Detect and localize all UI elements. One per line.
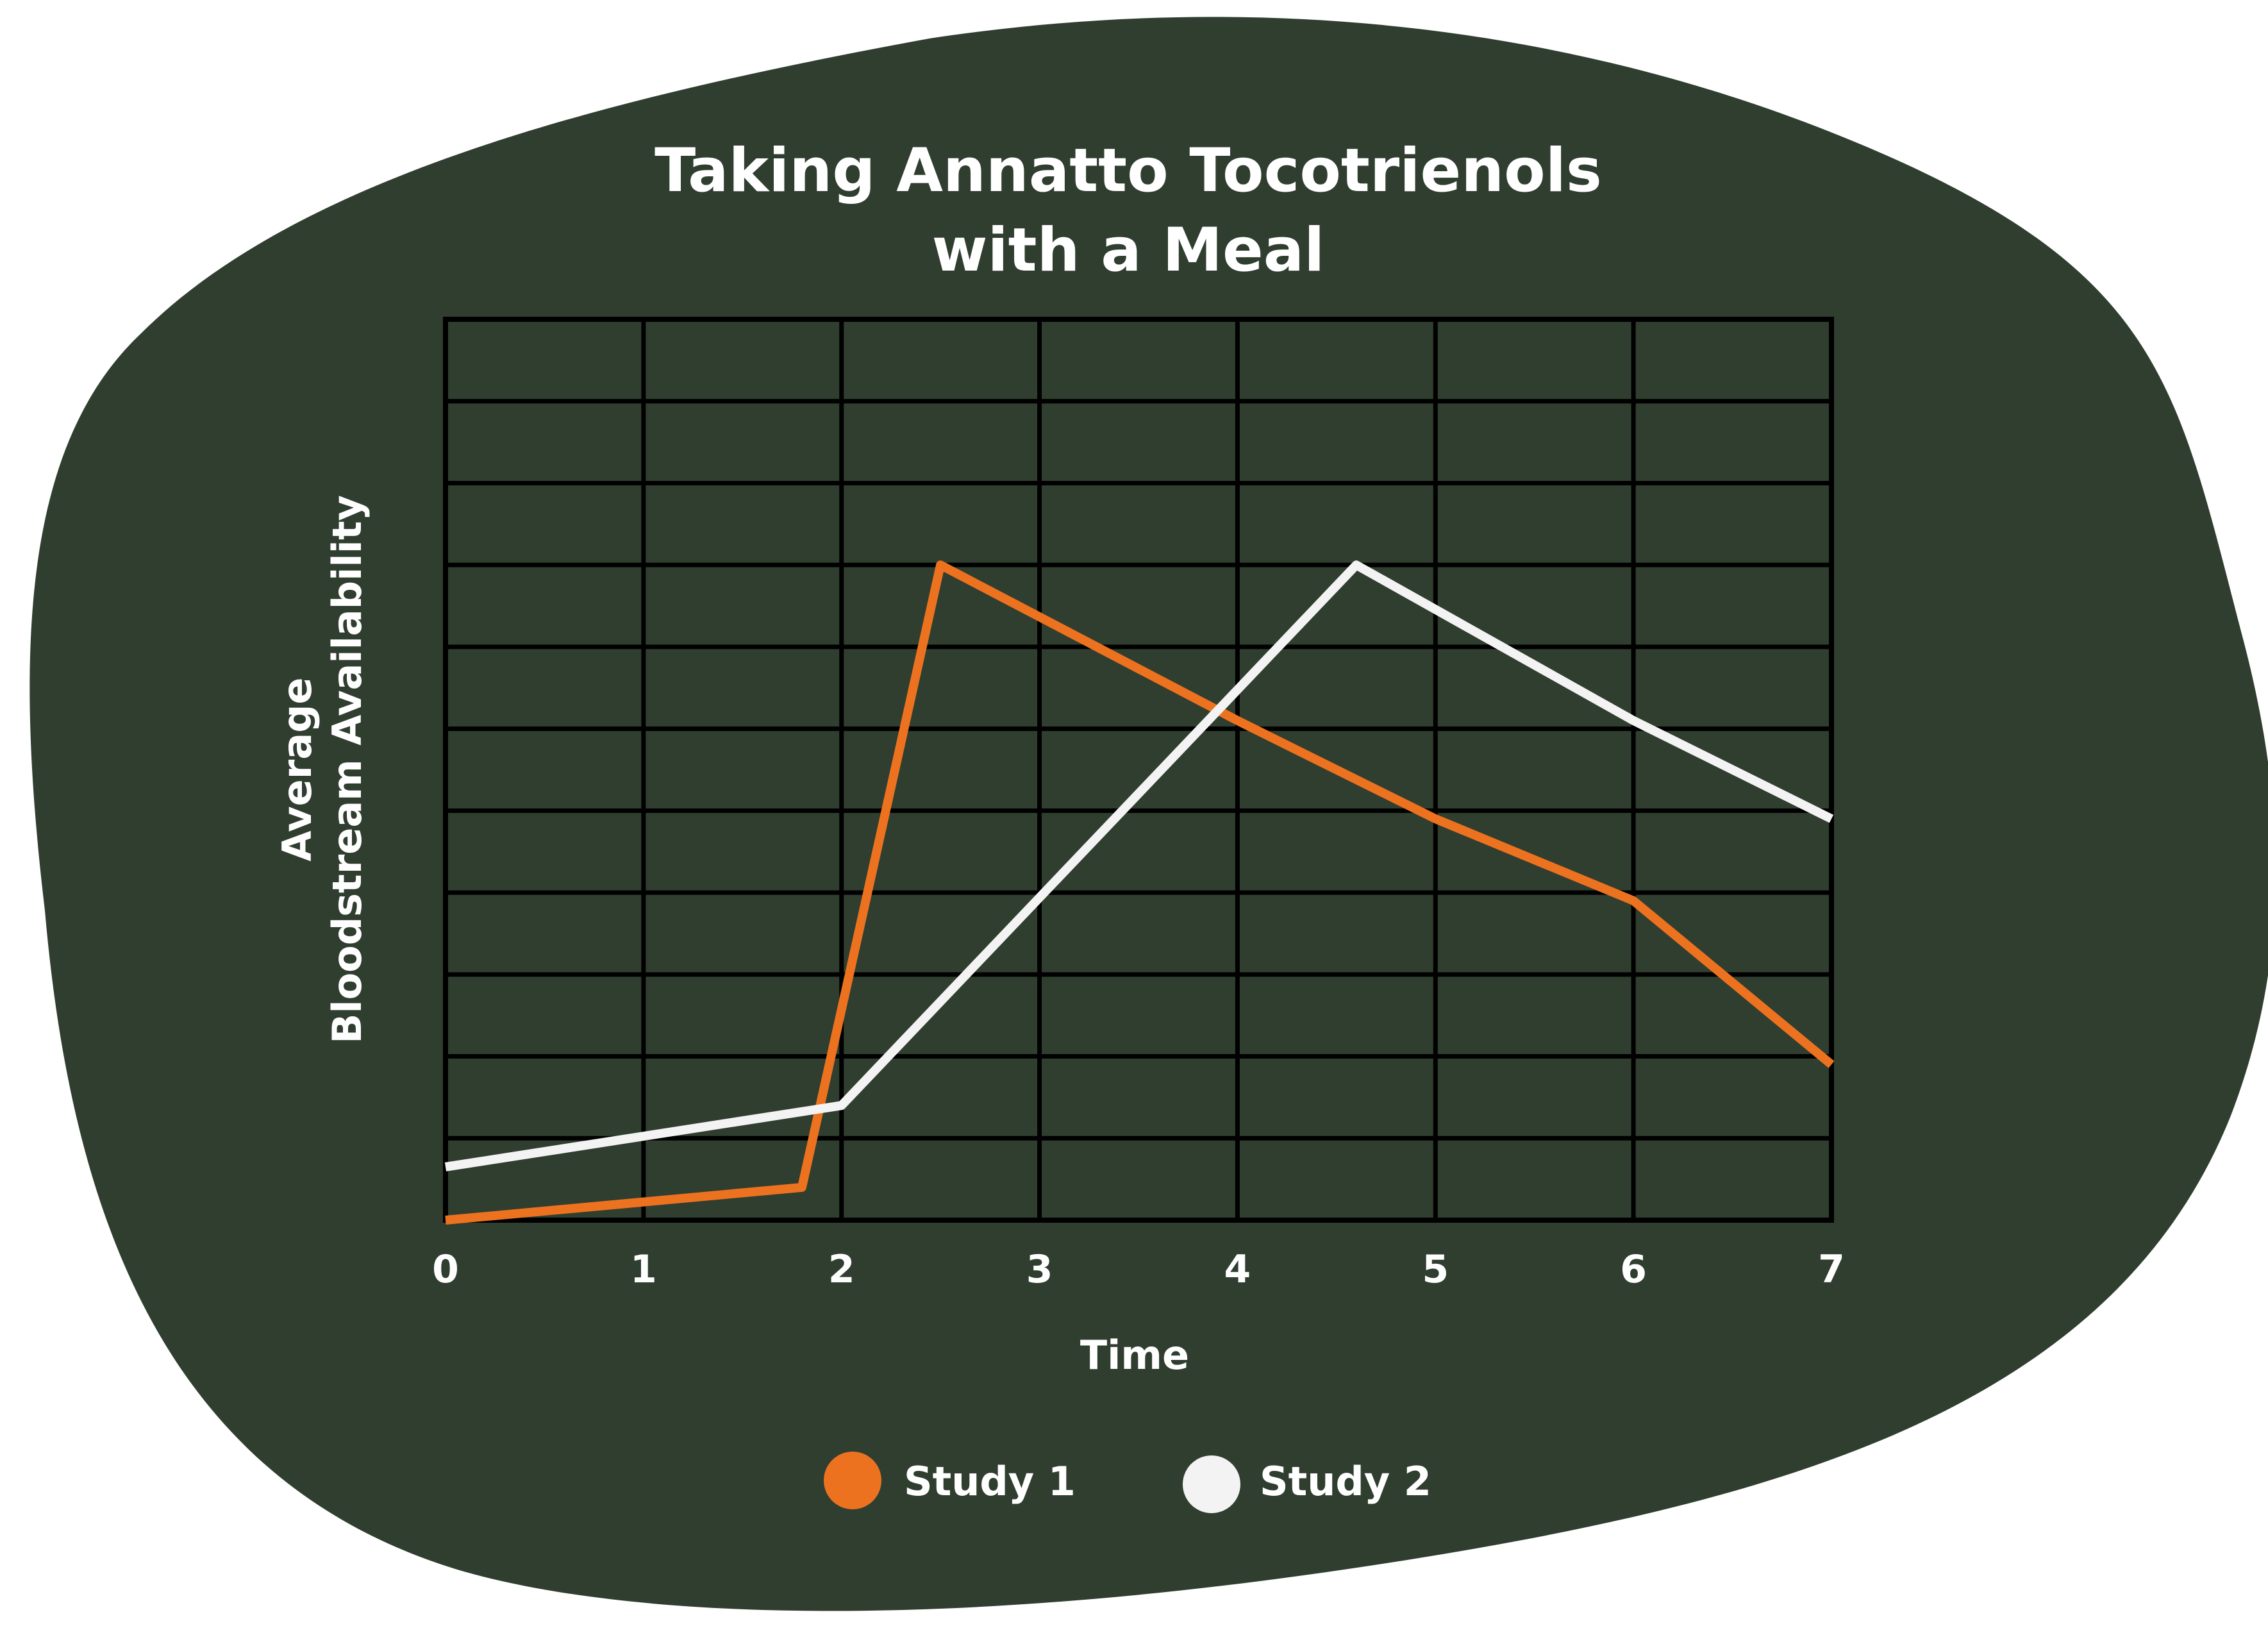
x-tick-label: 7 bbox=[1818, 1247, 1845, 1292]
legend: Study 1 Study 2 bbox=[824, 1452, 1431, 1513]
y-axis-label-line-1: Average bbox=[274, 677, 321, 861]
y-axis-label: Average Bloodstream Availability bbox=[274, 495, 371, 1044]
chart-title-line-2: with a Meal bbox=[932, 215, 1325, 285]
legend-label-study-1: Study 1 bbox=[904, 1458, 1076, 1505]
series-line-study-2 bbox=[444, 560, 1834, 1171]
x-tick-label: 5 bbox=[1422, 1247, 1449, 1292]
x-tick-label: 3 bbox=[1026, 1247, 1053, 1292]
x-tick-label: 6 bbox=[1620, 1247, 1647, 1292]
x-tick-labels: 0 1 2 3 4 5 6 7 bbox=[432, 1247, 1845, 1292]
plot-frame bbox=[443, 317, 1834, 1223]
x-tick-label: 4 bbox=[1224, 1247, 1251, 1292]
x-tick-label: 0 bbox=[432, 1247, 459, 1292]
background-blob bbox=[29, 17, 2268, 1611]
legend-marker-study-2 bbox=[1183, 1455, 1240, 1513]
x-axis-label: Time bbox=[1080, 1332, 1189, 1379]
series-lines bbox=[444, 560, 1835, 1225]
series-line-study-1 bbox=[445, 560, 1835, 1225]
grid bbox=[443, 317, 1834, 1223]
chart-title-line-1: Taking Annatto Tocotrienols bbox=[655, 136, 1602, 206]
legend-label-study-2: Study 2 bbox=[1260, 1458, 1431, 1505]
y-axis-label-line-2: Bloodstream Availability bbox=[324, 495, 371, 1044]
x-tick-label: 1 bbox=[630, 1247, 657, 1292]
x-tick-label: 2 bbox=[828, 1247, 855, 1292]
legend-marker-study-1 bbox=[824, 1452, 881, 1509]
